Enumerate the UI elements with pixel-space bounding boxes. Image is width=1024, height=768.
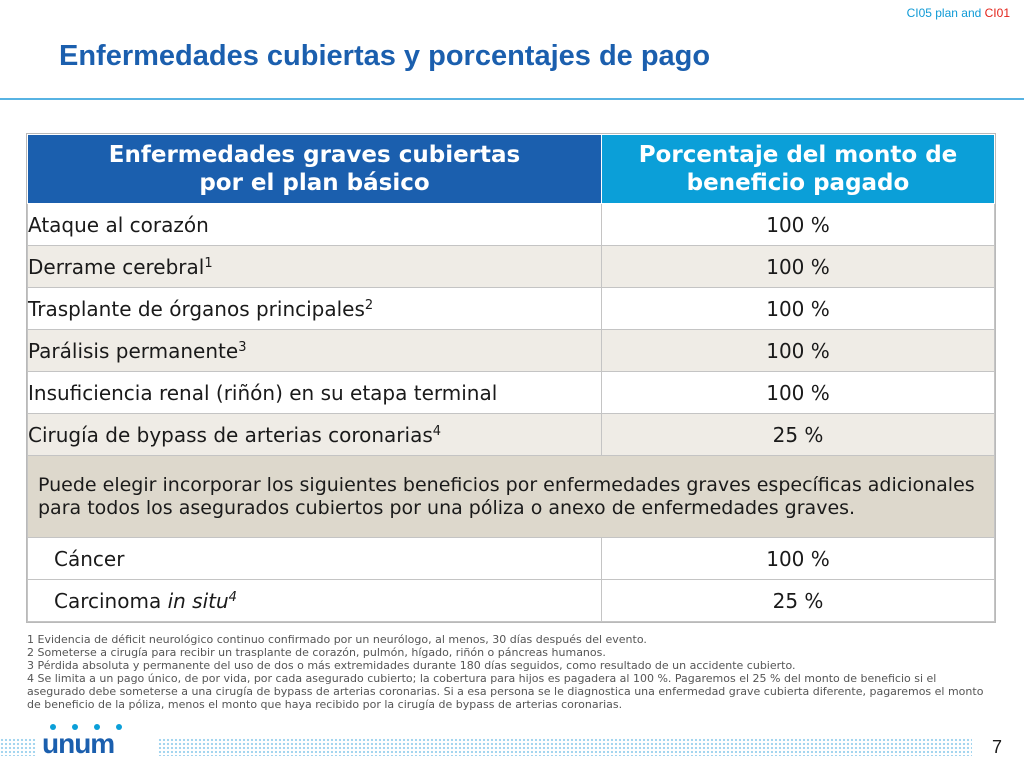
row-label: Cirugía de bypass de arterias coronarias… [27, 413, 602, 456]
footnote: 2 Someterse a cirugía para recibir un tr… [27, 646, 606, 659]
footnotes: 1 Evidencia de déficit neurológico conti… [27, 633, 987, 711]
footnote-ref: 4 [432, 423, 442, 439]
page-number: 7 [991, 737, 1002, 757]
table-row: Trasplante de órganos principales2 100 % [27, 287, 995, 330]
plan-tag: CI05 plan and CI01 [907, 6, 1010, 20]
row-value: 100 % [601, 245, 995, 288]
optional-benefits-note: Puede elegir incorporar los siguientes b… [27, 455, 995, 538]
logo-dot-icon [94, 724, 100, 730]
footnote: 1 Evidencia de déficit neurológico conti… [27, 633, 647, 646]
footer-dot-pattern [158, 738, 972, 756]
row-label: Derrame cerebral1 [27, 245, 602, 288]
header-percentage: Porcentaje del monto de beneficio pagado [601, 134, 995, 204]
row-label: Ataque al corazón [27, 203, 602, 246]
logo-dot-icon [72, 724, 78, 730]
table-row: Ataque al corazón 100 % [27, 203, 995, 246]
footnote: 3 Pérdida absoluta y permanente del uso … [27, 659, 796, 672]
header-illness: Enfermedades graves cubiertas por el pla… [27, 134, 602, 204]
row-value: 25 % [601, 413, 995, 456]
row-label: Trasplante de órganos principales2 [27, 287, 602, 330]
table-row: Carcinoma in situ4 25 % [27, 579, 995, 622]
logo-dot-icon [50, 724, 56, 730]
row-value: 100 % [601, 287, 995, 330]
row-value: 100 % [601, 329, 995, 372]
footnote-ref: 3 [238, 339, 247, 355]
slide-title: Enfermedades cubiertas y porcentajes de … [59, 40, 711, 72]
row-label: Parálisis permanente3 [27, 329, 602, 372]
optional-benefits-note-row: Puede elegir incorporar los siguientes b… [27, 455, 995, 538]
footnote-ref: 1 [204, 255, 213, 271]
logo-dot-icon [116, 724, 122, 730]
coverage-table: Enfermedades graves cubiertas por el pla… [27, 134, 995, 622]
row-value: 100 % [601, 203, 995, 246]
logo-wordmark: unum [42, 728, 115, 759]
table-row: Insuficiencia renal (riñón) en su etapa … [27, 371, 995, 414]
table-row: Parálisis permanente3 100 % [27, 329, 995, 372]
table-row: Cirugía de bypass de arterias coronarias… [27, 413, 995, 456]
row-label: Cáncer [27, 537, 602, 580]
title-divider [0, 98, 1024, 100]
row-value: 100 % [601, 537, 995, 580]
row-label: Carcinoma in situ4 [27, 579, 602, 622]
row-label: Insuficiencia renal (riñón) en su etapa … [27, 371, 602, 414]
footnote: 4 Se limita a un pago único, de por vida… [27, 672, 984, 711]
footnote-ref: 4 [228, 589, 237, 605]
plan-tag-prefix: CI05 plan and [906, 6, 985, 20]
plan-tag-code: CI01 [984, 6, 1010, 20]
footer-dot-pattern-left [0, 738, 36, 756]
footnote-ref: 2 [364, 297, 374, 313]
table-row: Derrame cerebral1 100 % [27, 245, 995, 288]
row-value: 100 % [601, 371, 995, 414]
row-value: 25 % [601, 579, 995, 622]
table-row: Cáncer 100 % [27, 537, 995, 580]
table-header-row: Enfermedades graves cubiertas por el pla… [27, 134, 995, 204]
unum-logo: unum [42, 724, 142, 759]
